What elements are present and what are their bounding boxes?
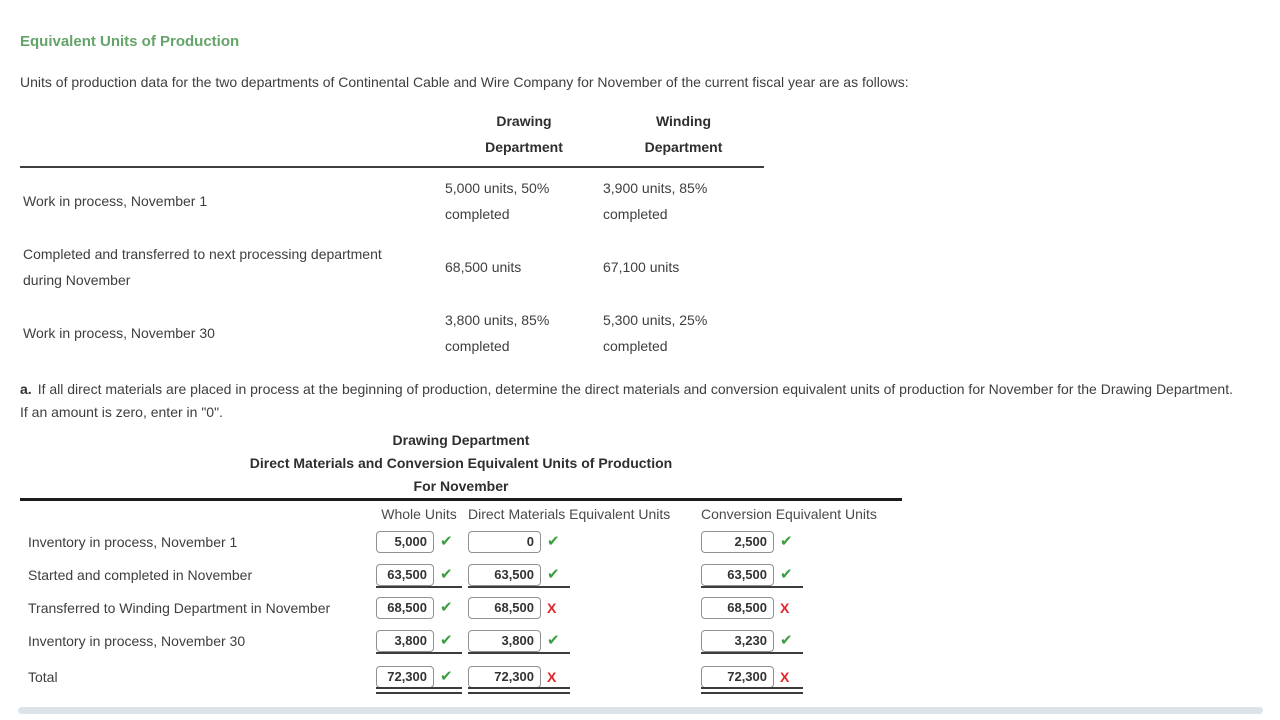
- conversion-input[interactable]: [701, 530, 774, 553]
- column-header-drawing-department: Drawing Department: [485, 113, 563, 155]
- winding-value: 5,300 units, 25% completed: [603, 312, 708, 354]
- answer-table-title-department: Drawing Department: [392, 432, 530, 448]
- direct-materials-input[interactable]: [468, 665, 541, 688]
- check-icon: ✔: [547, 566, 560, 583]
- answer-row: Inventory in process, November 30 ✔ ✔ ✔: [20, 624, 902, 657]
- answer-table-title-statement: Direct Materials and Conversion Equivale…: [249, 455, 673, 471]
- column-header-whole-units: Whole Units: [381, 506, 457, 522]
- column-header-conversion: Conversion Equivalent Units: [701, 506, 877, 522]
- conversion-input[interactable]: [701, 629, 774, 652]
- row-label: Work in process, November 30: [23, 325, 215, 341]
- direct-materials-input[interactable]: [468, 530, 541, 553]
- check-icon: ✔: [440, 566, 453, 583]
- winding-value: 67,100 units: [603, 259, 680, 275]
- answer-row: Transferred to Winding Department in Nov…: [20, 591, 902, 624]
- row-label: Inventory in process, November 1: [28, 533, 238, 550]
- total-row: Total ✔ X X: [20, 660, 902, 694]
- check-icon: ✔: [440, 632, 453, 649]
- horizontal-scrollbar[interactable]: [18, 707, 1263, 714]
- direct-materials-input[interactable]: [468, 563, 541, 586]
- winding-value: 3,900 units, 85% completed: [603, 180, 708, 222]
- conversion-input[interactable]: [701, 665, 774, 688]
- drawing-value: 5,000 units, 50% completed: [445, 180, 550, 222]
- check-icon: ✔: [547, 632, 560, 649]
- drawing-value: 68,500 units: [445, 259, 522, 275]
- column-header-winding-department: Winding Department: [644, 113, 723, 155]
- direct-materials-input[interactable]: [468, 629, 541, 652]
- conversion-input[interactable]: [701, 563, 774, 586]
- row-label: Started and completed in November: [28, 566, 253, 583]
- check-icon: ✔: [780, 566, 793, 583]
- check-icon: ✔: [547, 533, 560, 550]
- answer-row: Started and completed in November ✔ ✔ ✔: [20, 558, 902, 591]
- check-icon: ✔: [440, 533, 453, 550]
- table-row: Completed and transferred to next proces…: [20, 234, 764, 300]
- check-icon: ✔: [780, 533, 793, 550]
- whole-units-input[interactable]: [376, 596, 434, 619]
- intro-text: Units of production data for the two dep…: [20, 74, 909, 90]
- row-label: Work in process, November 1: [23, 193, 208, 209]
- answer-table-column-headers: Whole Units Direct Materials Equivalent …: [20, 503, 902, 525]
- page-title: Equivalent Units of Production: [20, 33, 240, 50]
- answer-row: Inventory in process, November 1 ✔ ✔ ✔: [20, 525, 902, 558]
- check-icon: ✔: [440, 668, 453, 685]
- whole-units-input[interactable]: [376, 665, 434, 688]
- question-a-marker: a.: [20, 381, 32, 397]
- row-label: Completed and transferred to next proces…: [23, 246, 382, 288]
- production-table-header: Drawing Department Winding Department: [20, 105, 764, 168]
- header-spacer: [20, 108, 445, 160]
- table-row: Work in process, November 30 3,800 units…: [20, 300, 764, 366]
- check-icon: ✔: [780, 632, 793, 649]
- row-label: Inventory in process, November 30: [28, 632, 246, 649]
- x-icon: X: [780, 668, 790, 685]
- question-a-text: a. If all direct materials are placed in …: [20, 381, 1233, 420]
- check-icon: ✔: [440, 599, 453, 616]
- x-icon: X: [780, 599, 790, 616]
- answer-table: Drawing Department Direct Materials and …: [20, 429, 902, 694]
- column-header-direct-materials: Direct Materials Equivalent Units: [468, 506, 671, 522]
- conversion-input[interactable]: [701, 596, 774, 619]
- production-data-table: Drawing Department Winding Department Wo…: [20, 105, 764, 366]
- x-icon: X: [547, 599, 557, 616]
- table-top-rule: [20, 498, 902, 501]
- whole-units-input[interactable]: [376, 530, 434, 553]
- drawing-value: 3,800 units, 85% completed: [445, 312, 550, 354]
- row-label: Transferred to Winding Department in Nov…: [28, 599, 331, 616]
- row-label: Total: [28, 668, 58, 685]
- x-icon: X: [547, 668, 557, 685]
- answer-table-title-period: For November: [413, 478, 509, 494]
- direct-materials-input[interactable]: [468, 596, 541, 619]
- whole-units-input[interactable]: [376, 629, 434, 652]
- whole-units-input[interactable]: [376, 563, 434, 586]
- table-row: Work in process, November 1 5,000 units,…: [20, 168, 764, 234]
